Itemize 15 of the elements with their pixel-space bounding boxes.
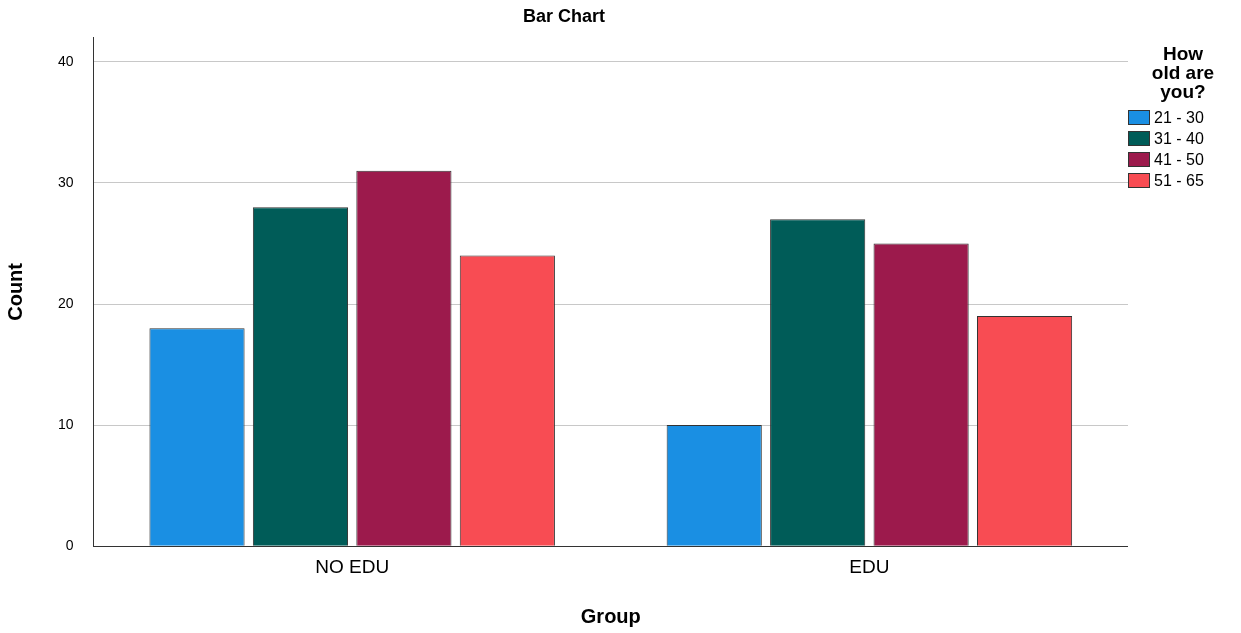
legend-label: 21 - 30 <box>1154 108 1204 127</box>
y-tick-label: 0 <box>65 537 74 554</box>
y-axis-title: Count <box>3 262 26 321</box>
y-tick-label: 40 <box>57 52 74 69</box>
y-tick-label: 10 <box>57 415 74 432</box>
legend-label: 41 - 50 <box>1154 150 1204 169</box>
legend-title: How old are you? <box>1150 43 1216 102</box>
y-tick-label: 20 <box>57 294 74 311</box>
x-tick-label: EDU <box>849 555 890 577</box>
legend-label: 51 - 65 <box>1154 171 1204 190</box>
chart-title: Bar Chart <box>522 5 606 26</box>
x-tick-label: NO EDU <box>315 555 390 577</box>
x-axis-title: Group <box>580 604 641 627</box>
y-tick-label: 30 <box>57 173 74 190</box>
legend-label: 31 - 40 <box>1154 129 1204 148</box>
